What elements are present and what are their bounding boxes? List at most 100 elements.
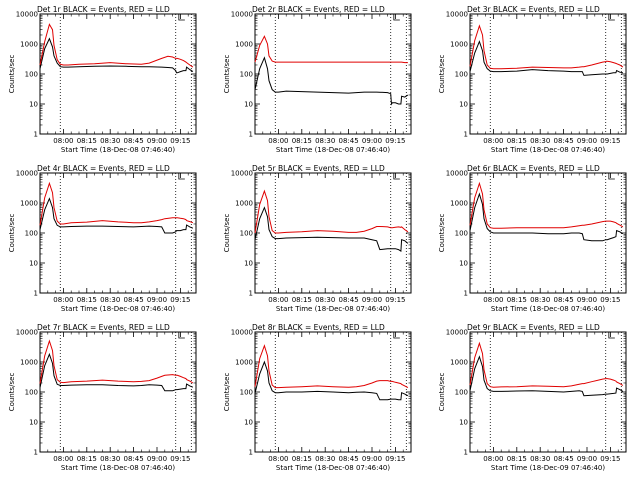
y-axis-label: Counts/sec: [8, 373, 16, 412]
plot-frame: [39, 13, 197, 135]
y-tick-label: 100: [25, 71, 38, 79]
x-tick-label: 09:15: [385, 455, 405, 463]
y-axis-label: Counts/sec: [223, 214, 231, 253]
y-tick-label: 100: [25, 230, 38, 238]
x-tick-label: 08:45: [339, 137, 359, 145]
x-tick-label: 08:15: [77, 455, 97, 463]
y-tick-label: 10000: [16, 170, 38, 178]
y-tick-label: 100: [455, 71, 468, 79]
y-tick-label: 100: [240, 389, 253, 397]
x-tick-label: 09:00: [577, 455, 597, 463]
corner-marker: [178, 173, 185, 180]
y-tick-label: 1: [34, 131, 38, 139]
x-tick-label: 08:30: [530, 137, 550, 145]
y-tick-label: 1000: [450, 359, 468, 367]
series-line-events: [39, 352, 194, 392]
series-line-events: [469, 192, 624, 242]
panel-title: Det 1r BLACK = Events, RED = LLD: [37, 5, 170, 14]
y-tick-label: 1000: [235, 41, 253, 49]
y-axis-label: Counts/sec: [438, 214, 446, 253]
x-axis-label: Start Time (18-Dec-09 07:46:40): [491, 464, 605, 472]
y-axis-label: Counts/sec: [438, 373, 446, 412]
panel-title: Det 8r BLACK = Events, RED = LLD: [252, 323, 385, 332]
y-tick-label: 10000: [446, 11, 468, 19]
panel-title: Det 5r BLACK = Events, RED = LLD: [252, 164, 385, 173]
series-line-lld: [469, 181, 624, 229]
y-tick-label: 10000: [16, 329, 38, 337]
x-tick-label: 08:00: [483, 137, 503, 145]
corner-marker: [178, 14, 185, 21]
x-tick-label: 08:00: [483, 455, 503, 463]
x-tick-label: 09:15: [170, 455, 190, 463]
series-line-events: [254, 56, 409, 106]
corner-marker: [608, 14, 615, 21]
x-tick-label: 08:45: [339, 296, 359, 304]
plot-frame: [254, 13, 412, 135]
x-tick-label: 09:00: [362, 296, 382, 304]
y-tick-label: 100: [455, 389, 468, 397]
y-tick-label: 10: [244, 260, 253, 268]
y-axis-label: Counts/sec: [438, 55, 446, 94]
x-tick-label: 08:00: [53, 296, 73, 304]
x-tick-label: 08:30: [315, 296, 335, 304]
panel-title: Det 9r BLACK = Events, RED = LLD: [467, 323, 600, 332]
panel-det-2: Det 2r BLACK = Events, RED = LLD 1 10 100 10…: [223, 5, 412, 154]
y-tick-label: 1000: [235, 200, 253, 208]
y-tick-label: 100: [25, 389, 38, 397]
panel-title: Det 7r BLACK = Events, RED = LLD: [37, 323, 170, 332]
x-tick-label: 08:15: [292, 296, 312, 304]
y-tick-label: 1000: [20, 41, 38, 49]
panel-det-9: Det 9r BLACK = Events, RED = LLD 1 10 100 10…: [438, 323, 627, 472]
y-tick-label: 1: [34, 449, 38, 457]
y-tick-label: 1: [34, 290, 38, 298]
x-axis-label: Start Time (18-Dec-08 07:46:40): [61, 464, 175, 472]
x-tick-label: 08:00: [268, 137, 288, 145]
panel-det-4: Det 4r BLACK = Events, RED = LLD 1 10 100 10…: [8, 164, 197, 313]
series-line-events: [469, 355, 624, 397]
x-tick-label: 08:00: [268, 296, 288, 304]
x-tick-label: 08:45: [124, 455, 144, 463]
y-tick-label: 10: [459, 101, 468, 109]
x-tick-label: 08:45: [554, 455, 574, 463]
y-tick-label: 100: [240, 230, 253, 238]
x-tick-label: 09:00: [362, 455, 382, 463]
x-axis-label: Start Time (18-Dec-08 07:46:40): [276, 146, 390, 154]
x-tick-label: 08:30: [530, 455, 550, 463]
y-tick-label: 100: [240, 71, 253, 79]
y-tick-label: 10: [29, 260, 38, 268]
x-tick-label: 09:15: [385, 296, 405, 304]
x-tick-label: 08:30: [530, 296, 550, 304]
panel-title: Det 6r BLACK = Events, RED = LLD: [467, 164, 600, 173]
series-line-lld: [469, 24, 624, 70]
y-axis-label: Counts/sec: [8, 214, 16, 253]
panel-det-1: Det 1r BLACK = Events, RED = LLD 1 10 100 10…: [8, 5, 197, 154]
x-tick-label: 09:15: [600, 296, 620, 304]
x-tick-label: 08:45: [124, 137, 144, 145]
corner-marker: [393, 173, 400, 180]
x-axis-label: Start Time (18-Dec-08 07:46:40): [61, 305, 175, 313]
x-tick-label: 09:00: [147, 455, 167, 463]
y-tick-label: 10000: [16, 11, 38, 19]
corner-marker: [393, 14, 400, 21]
x-tick-label: 08:30: [100, 296, 120, 304]
panel-det-7: Det 7r BLACK = Events, RED = LLD 1 10 100 10…: [8, 323, 197, 472]
x-tick-label: 08:30: [315, 137, 335, 145]
plot-frame: [39, 331, 197, 453]
y-tick-label: 1000: [450, 41, 468, 49]
y-tick-label: 10: [459, 260, 468, 268]
plot-frame: [469, 331, 627, 453]
x-tick-label: 09:15: [600, 137, 620, 145]
panel-det-6: Det 6r BLACK = Events, RED = LLD 1 10 100 10…: [438, 164, 627, 313]
y-tick-label: 10000: [446, 329, 468, 337]
panel-det-8: Det 8r BLACK = Events, RED = LLD 1 10 100 10…: [223, 323, 412, 472]
series-line-events: [469, 40, 623, 76]
y-tick-label: 1000: [20, 359, 38, 367]
y-tick-label: 1: [249, 290, 253, 298]
series-line-lld: [39, 339, 194, 384]
x-tick-label: 08:15: [507, 296, 527, 304]
y-axis-label: Counts/sec: [223, 55, 231, 94]
x-tick-label: 08:15: [507, 455, 527, 463]
series-line-events: [254, 360, 409, 401]
series-line-events: [39, 197, 194, 234]
corner-marker: [608, 173, 615, 180]
